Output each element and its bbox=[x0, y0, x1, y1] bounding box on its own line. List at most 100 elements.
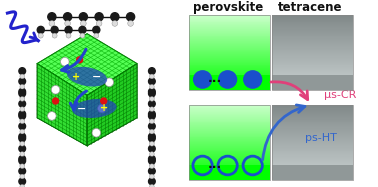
Circle shape bbox=[150, 74, 154, 79]
Circle shape bbox=[128, 21, 133, 26]
Circle shape bbox=[20, 84, 25, 89]
Text: ...: ... bbox=[208, 72, 222, 85]
Bar bbox=[189, 130, 270, 131]
Bar bbox=[272, 84, 353, 85]
Bar bbox=[189, 68, 270, 69]
Bar bbox=[189, 117, 270, 118]
Bar bbox=[189, 135, 270, 136]
Circle shape bbox=[150, 107, 154, 111]
Circle shape bbox=[77, 57, 83, 63]
Bar bbox=[272, 68, 353, 69]
Circle shape bbox=[127, 13, 135, 21]
Bar bbox=[189, 64, 270, 65]
Bar bbox=[272, 157, 353, 158]
Bar bbox=[272, 55, 353, 56]
Text: −: − bbox=[77, 103, 86, 114]
Bar bbox=[189, 77, 270, 78]
Bar bbox=[272, 165, 353, 180]
Bar bbox=[272, 42, 353, 43]
Bar bbox=[272, 171, 353, 172]
Circle shape bbox=[149, 68, 155, 74]
Bar bbox=[189, 42, 270, 43]
Bar bbox=[272, 57, 353, 58]
Bar bbox=[189, 67, 270, 68]
Circle shape bbox=[19, 157, 26, 164]
Bar bbox=[272, 77, 353, 78]
Bar bbox=[189, 174, 270, 175]
Circle shape bbox=[20, 129, 25, 134]
Bar bbox=[189, 143, 270, 144]
Circle shape bbox=[79, 26, 86, 33]
Bar bbox=[272, 151, 353, 152]
Bar bbox=[189, 109, 270, 110]
Circle shape bbox=[20, 95, 25, 99]
Bar bbox=[189, 22, 270, 23]
Circle shape bbox=[149, 145, 155, 152]
Bar bbox=[189, 152, 270, 153]
Text: μs-CR: μs-CR bbox=[324, 90, 356, 100]
Bar bbox=[189, 163, 270, 164]
Bar bbox=[189, 110, 270, 111]
Bar bbox=[189, 39, 270, 40]
Bar bbox=[189, 79, 270, 80]
Circle shape bbox=[98, 104, 106, 113]
Bar bbox=[189, 146, 270, 147]
Bar bbox=[272, 25, 353, 26]
FancyArrowPatch shape bbox=[30, 33, 38, 40]
Bar bbox=[189, 29, 270, 30]
Bar bbox=[272, 111, 353, 112]
Bar bbox=[272, 116, 353, 117]
Bar bbox=[189, 25, 270, 26]
Bar bbox=[189, 23, 270, 24]
Circle shape bbox=[19, 135, 26, 142]
Bar bbox=[272, 176, 353, 177]
Circle shape bbox=[96, 21, 102, 26]
Bar bbox=[189, 16, 270, 17]
Bar bbox=[189, 24, 270, 25]
Circle shape bbox=[94, 33, 99, 38]
Circle shape bbox=[65, 26, 72, 33]
Bar bbox=[272, 164, 353, 165]
Bar bbox=[272, 127, 353, 128]
Bar bbox=[272, 121, 353, 122]
Circle shape bbox=[20, 164, 25, 168]
Bar bbox=[272, 52, 353, 53]
Circle shape bbox=[149, 113, 155, 119]
Bar bbox=[189, 46, 270, 47]
Bar bbox=[189, 168, 270, 169]
Bar bbox=[272, 146, 353, 147]
Bar bbox=[189, 70, 270, 71]
Bar bbox=[272, 78, 353, 79]
Bar bbox=[189, 57, 270, 58]
Bar bbox=[189, 27, 270, 28]
Text: tetracene: tetracene bbox=[278, 1, 343, 14]
Bar bbox=[272, 161, 353, 162]
Bar bbox=[272, 160, 353, 161]
Bar bbox=[272, 46, 353, 47]
Bar bbox=[272, 64, 353, 65]
FancyArrowPatch shape bbox=[271, 82, 308, 100]
Circle shape bbox=[243, 70, 262, 89]
Bar bbox=[272, 47, 353, 48]
Bar bbox=[272, 174, 353, 175]
Text: +: + bbox=[100, 103, 108, 114]
Bar bbox=[272, 163, 353, 164]
Bar bbox=[189, 45, 270, 46]
Bar bbox=[189, 123, 270, 124]
Circle shape bbox=[19, 78, 26, 85]
Bar bbox=[272, 27, 353, 28]
Circle shape bbox=[105, 78, 113, 87]
Bar bbox=[272, 29, 353, 30]
Text: −: − bbox=[91, 72, 101, 82]
Bar bbox=[189, 61, 270, 62]
Bar bbox=[272, 18, 353, 19]
Circle shape bbox=[19, 113, 26, 119]
Bar bbox=[272, 56, 353, 57]
Circle shape bbox=[101, 98, 107, 104]
Bar bbox=[189, 33, 270, 34]
Bar bbox=[189, 85, 270, 86]
Circle shape bbox=[80, 33, 85, 38]
Bar bbox=[189, 76, 270, 77]
Bar bbox=[272, 137, 353, 138]
Bar bbox=[189, 71, 270, 72]
